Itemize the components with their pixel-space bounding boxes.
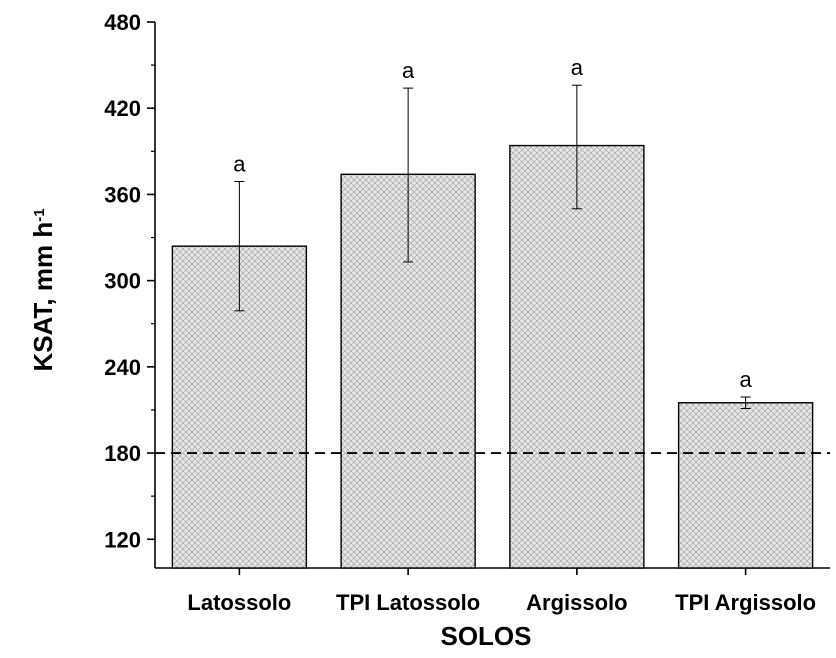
significance-label: a	[571, 55, 584, 80]
significance-label: a	[740, 367, 753, 392]
bar	[677, 402, 814, 569]
y-tick-label: 240	[104, 355, 141, 380]
bar	[509, 144, 645, 569]
y-tick-label: 180	[104, 441, 141, 466]
x-tick-label: Latossolo	[187, 590, 291, 615]
y-tick-label: 300	[104, 269, 141, 294]
y-axis-title: KSAT, mm h-1	[28, 208, 58, 371]
plot-area: 120 180 240 300 360 420 480 a Latossolo a TPI Lato…	[104, 10, 830, 615]
significance-label: a	[402, 58, 415, 83]
y-tick-label: 480	[104, 10, 141, 35]
significance-label: a	[233, 151, 246, 176]
y-tick-label: 360	[104, 182, 141, 207]
x-tick-label: TPI Argissolo	[675, 590, 816, 615]
x-tick-label: Argissolo	[526, 590, 627, 615]
x-tick-label: TPI Latossolo	[336, 590, 480, 615]
y-tick-label: 120	[104, 527, 141, 552]
x-axis-title: SOLOS	[440, 621, 531, 651]
y-tick-label: 420	[104, 96, 141, 121]
